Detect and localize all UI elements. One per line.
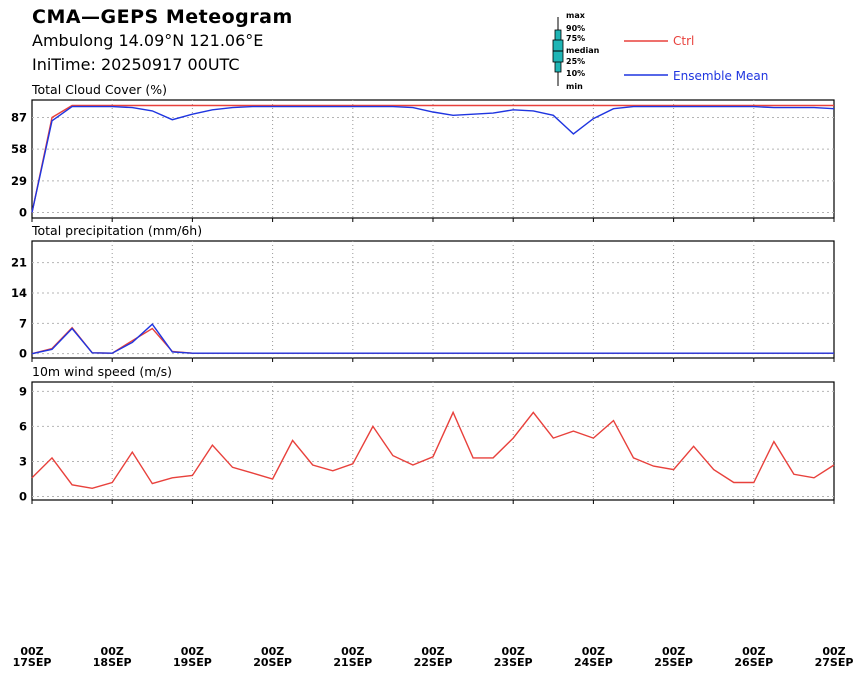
y-tick-label: 29 [11, 174, 27, 188]
y-tick-label: 7 [19, 316, 27, 330]
legend-key-label: 90% [566, 24, 585, 33]
x-tick-date: 20SEP [253, 656, 292, 669]
x-tick-time: 00Z [261, 645, 284, 658]
ctrl-line [31, 104, 834, 213]
x-tick-time: 00Z [101, 645, 124, 658]
x-tick-date: 27SEP [815, 656, 854, 669]
x-tick-date: 24SEP [574, 656, 613, 669]
ensemble-mean-line [31, 105, 835, 213]
legend-key-label: median [566, 46, 600, 55]
y-tick-label: 6 [19, 419, 27, 433]
panel-frame [31, 240, 835, 359]
x-tick-date: 21SEP [333, 656, 372, 669]
ensemble-mean-line [31, 323, 834, 355]
x-tick-date: 19SEP [173, 656, 212, 669]
y-tick-label: 0 [19, 489, 27, 503]
x-tick-date: 22SEP [414, 656, 453, 669]
y-tick-label: 14 [11, 286, 27, 300]
legend-key-label: max [566, 11, 586, 20]
x-tick-date: 18SEP [93, 656, 132, 669]
x-tick-date: 23SEP [494, 656, 533, 669]
legend-key-label: 25% [566, 57, 585, 66]
y-tick-label: 9 [19, 384, 27, 398]
ctrl-line [31, 410, 835, 490]
panel-1: 0 7 14 21 Total precipitation (mm/6h) [11, 223, 835, 362]
x-tick-date: 17SEP [13, 656, 52, 669]
x-tick-time: 00Z [582, 645, 605, 658]
x-tick-date: 26SEP [734, 656, 773, 669]
station-label: Ambulong 14.09°N 121.06°E [32, 31, 264, 50]
panel-title: Total Cloud Cover (%) [31, 82, 167, 97]
y-tick-label: 0 [19, 347, 27, 361]
x-tick-time: 00Z [181, 645, 204, 658]
y-tick-label: 87 [11, 110, 27, 124]
chart-title: CMA—GEPS Meteogram [32, 6, 293, 28]
init-time-label: IniTime: 20250917 00UTC [32, 55, 240, 74]
x-tick-time: 00Z [742, 645, 765, 658]
x-tick-time: 00Z [421, 645, 444, 658]
y-tick-label: 0 [19, 206, 27, 220]
x-tick-time: 00Z [822, 645, 845, 658]
panel-title: 10m wind speed (m/s) [32, 364, 172, 379]
legend: max 90%75% median 25% 10% min Ctrl Ensemble Mea… [552, 11, 768, 91]
legend-key-label: 75% [566, 34, 585, 43]
x-tick-time: 00Z [341, 645, 364, 658]
legend-ctrl-label: Ctrl [673, 34, 694, 48]
panel-2: 0 3 6 9 10m wind speed (m/s) [19, 364, 835, 504]
legend-mean-label: Ensemble Mean [673, 69, 768, 83]
legend-key-label: 10% [566, 69, 585, 78]
panel-title: Total precipitation (mm/6h) [31, 223, 202, 238]
x-tick-time: 00Z [502, 645, 525, 658]
y-tick-label: 3 [19, 454, 27, 468]
x-tick-time: 00Z [662, 645, 685, 658]
x-tick-time: 00Z [20, 645, 43, 658]
x-tick-date: 25SEP [654, 656, 693, 669]
y-tick-label: 21 [11, 256, 27, 270]
y-tick-label: 58 [11, 142, 27, 156]
panel-0: 0 29 58 87 Total Cloud Cover (%) [11, 82, 835, 222]
legend-key-label: min [566, 82, 583, 91]
